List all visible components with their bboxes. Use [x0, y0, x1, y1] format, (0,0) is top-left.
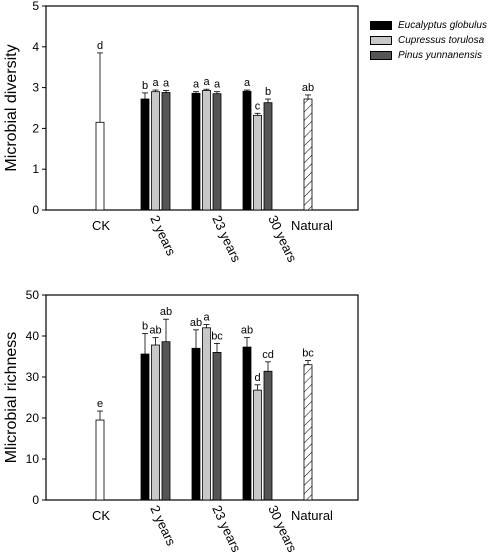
significance-letter: ab — [302, 82, 314, 94]
category-label: 2 years — [147, 213, 179, 258]
plot-frame — [45, 5, 359, 211]
category-label: CK — [92, 218, 110, 233]
bar — [253, 389, 262, 501]
category-label: Natural — [291, 508, 333, 523]
y-tick-label: 4 — [32, 40, 39, 54]
significance-letter: ab — [149, 325, 161, 337]
y-tick-label: 5 — [32, 0, 39, 13]
bar — [161, 341, 171, 501]
y-axis-label: Microbial diversity — [3, 44, 20, 171]
category-label: 2 years — [147, 503, 179, 548]
legend-swatch — [370, 51, 392, 60]
y-tick-label: 0 — [32, 203, 39, 217]
legend-label: Cupressus torulosa — [398, 35, 485, 46]
bar — [151, 344, 160, 501]
significance-letter: e — [97, 398, 103, 410]
bar — [161, 92, 171, 211]
bar — [140, 98, 150, 211]
bar — [140, 353, 150, 501]
significance-letter: d — [254, 372, 260, 384]
y-tick-label: 40 — [26, 329, 40, 343]
significance-letter: bc — [302, 348, 314, 360]
bar — [202, 90, 211, 211]
significance-letter: ab — [241, 325, 253, 337]
bar — [191, 347, 201, 501]
legend-entry: Pinus yunnanensis — [370, 48, 498, 63]
bar — [263, 370, 273, 501]
bar — [303, 98, 313, 211]
bar — [242, 90, 252, 211]
significance-letter: a — [203, 76, 210, 88]
y-tick-label: 50 — [26, 288, 40, 302]
legend: Eucalyptus globulus Cupressus torulosa Pin… — [370, 18, 498, 63]
significance-letter: ab — [160, 306, 172, 318]
significance-letter: a — [152, 77, 159, 89]
legend-swatch — [370, 21, 392, 30]
bar — [202, 327, 211, 501]
legend-entry: Cupressus torulosa — [370, 33, 498, 48]
bar — [242, 346, 252, 501]
significance-letter: b — [265, 86, 271, 98]
category-label: Natural — [291, 218, 333, 233]
bar — [253, 114, 262, 211]
legend-label: Eucalyptus globulus — [398, 20, 487, 31]
y-tick-label: 0 — [32, 493, 39, 507]
bar — [151, 91, 160, 211]
significance-letter: a — [163, 77, 170, 89]
significance-letter: b — [142, 80, 148, 92]
legend-swatch — [370, 36, 392, 45]
bar — [303, 364, 313, 501]
bar — [191, 92, 201, 211]
significance-letter: c — [255, 100, 261, 112]
legend-entry: Eucalyptus globulus — [370, 18, 498, 33]
significance-letter: ab — [190, 317, 202, 329]
y-axis-label: Mlicrobial richness — [3, 332, 20, 464]
bar — [212, 351, 222, 501]
category-label: 23 years — [209, 503, 244, 555]
significance-letter: a — [244, 77, 251, 89]
significance-letter: cd — [262, 349, 274, 361]
significance-letter: a — [203, 312, 210, 324]
plot-frame — [45, 294, 359, 501]
significance-letter: a — [214, 79, 221, 91]
bar — [95, 121, 105, 211]
bar — [95, 419, 105, 501]
y-tick-label: 3 — [32, 81, 39, 95]
legend-label: Pinus yunnanensis — [398, 50, 482, 61]
bar — [212, 93, 222, 211]
y-tick-label: 1 — [32, 162, 39, 176]
category-label: CK — [92, 508, 110, 523]
significance-letter: b — [142, 321, 148, 333]
significance-letter: a — [193, 79, 200, 91]
significance-letter: d — [97, 40, 103, 52]
y-tick-label: 20 — [26, 411, 40, 425]
category-label: 23 years — [209, 213, 244, 265]
bar — [263, 102, 273, 211]
y-tick-label: 30 — [26, 370, 40, 384]
y-tick-label: 2 — [32, 121, 39, 135]
y-tick-label: 10 — [26, 452, 40, 466]
significance-letter: bc — [211, 330, 223, 342]
